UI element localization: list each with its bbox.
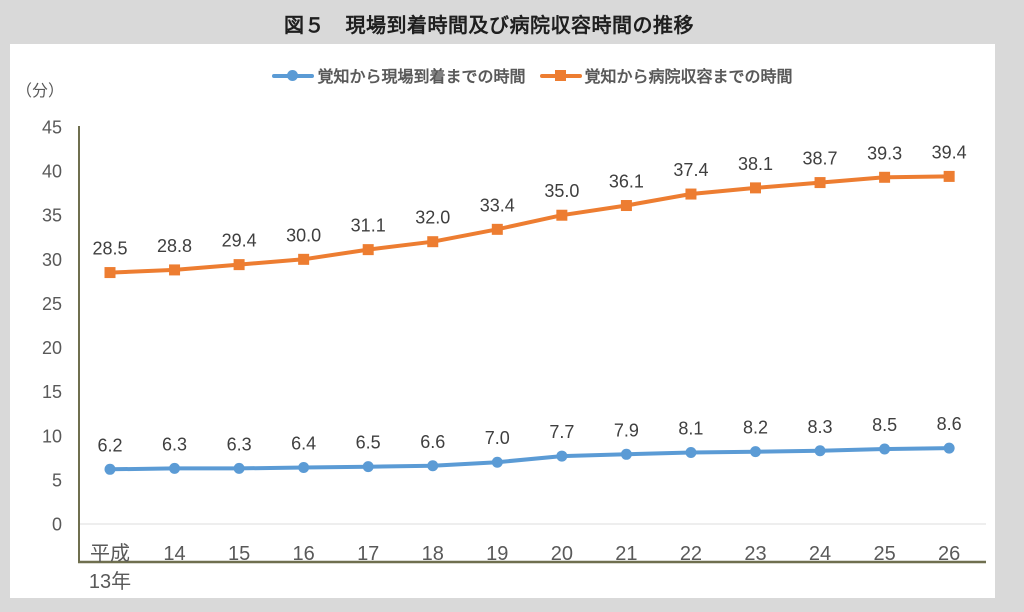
x-tick-label: 18 <box>422 543 444 565</box>
y-tick-label: 30 <box>42 250 62 270</box>
data-label-hospital-admission: 28.5 <box>92 239 127 259</box>
data-point-hospital-admission <box>943 170 955 182</box>
data-label-hospital-admission: 31.1 <box>351 216 386 236</box>
data-label-scene-arrival: 6.6 <box>420 432 445 452</box>
data-label-hospital-admission: 28.8 <box>157 236 192 256</box>
data-label-scene-arrival: 8.6 <box>937 414 962 434</box>
data-point-scene-arrival <box>427 460 439 472</box>
data-label-hospital-admission: 38.7 <box>803 149 838 169</box>
data-label-hospital-admission: 35.0 <box>544 181 579 201</box>
data-point-hospital-admission <box>620 200 632 212</box>
data-label-scene-arrival: 8.2 <box>743 418 768 438</box>
data-point-hospital-admission <box>814 177 826 189</box>
legend-label-hospital-admission: 覚知から病院収容までの時間 <box>584 69 793 86</box>
chart-panel <box>10 44 995 598</box>
data-point-scene-arrival <box>233 462 245 474</box>
data-point-scene-arrival <box>943 442 955 454</box>
data-point-scene-arrival <box>750 446 761 458</box>
data-point-hospital-admission <box>427 236 439 248</box>
data-label-scene-arrival: 6.4 <box>291 434 316 454</box>
figure-title: 図５ 現場到着時間及び病院収容時間の推移 <box>284 15 694 37</box>
data-label-hospital-admission: 38.1 <box>738 154 773 174</box>
data-point-scene-arrival <box>879 443 891 455</box>
y-tick-label: 20 <box>42 338 62 358</box>
x-tick-label: 25 <box>873 543 895 565</box>
data-label-scene-arrival: 6.2 <box>97 435 122 455</box>
legend-item-scene-arrival: 覚知から現場到着までの時間 <box>272 63 526 87</box>
data-point-hospital-admission <box>169 264 181 276</box>
data-label-hospital-admission: 33.4 <box>480 195 515 215</box>
data-label-scene-arrival: 8.1 <box>678 419 703 439</box>
x-tick-label: 15 <box>228 543 250 565</box>
y-tick-label: 45 <box>42 118 62 138</box>
y-axis-unit-label: （分） <box>16 83 65 100</box>
data-point-scene-arrival <box>104 463 116 475</box>
data-point-hospital-admission <box>685 188 697 200</box>
x-tick-label: 14 <box>163 543 185 565</box>
x-tick-label: 平成 <box>90 542 130 565</box>
x-tick-label: 24 <box>809 543 831 565</box>
data-label-hospital-admission: 37.4 <box>673 160 708 180</box>
data-point-scene-arrival <box>169 462 181 474</box>
data-point-hospital-admission <box>233 259 245 271</box>
y-tick-label: 35 <box>42 206 62 226</box>
y-tick-label: 25 <box>42 294 62 314</box>
data-point-hospital-admission <box>879 171 891 183</box>
y-tick-label: 5 <box>52 470 62 490</box>
data-label-hospital-admission: 32.0 <box>415 208 450 228</box>
data-point-scene-arrival <box>362 461 374 473</box>
data-label-scene-arrival: 7.7 <box>549 422 574 442</box>
series-line-hospital-admission <box>108 174 952 275</box>
x-tick-label: 13年 <box>89 570 131 593</box>
x-tick-label: 17 <box>357 543 379 565</box>
x-tick-label: 26 <box>938 543 960 565</box>
y-tick-label: 40 <box>42 162 62 182</box>
data-label-scene-arrival: 6.5 <box>356 433 381 453</box>
data-point-scene-arrival <box>814 445 826 457</box>
legend-circle-marker <box>287 69 299 81</box>
data-point-hospital-admission <box>298 253 310 265</box>
legend-item-hospital-admission: 覚知から病院収容までの時間 <box>539 63 793 87</box>
data-label-hospital-admission: 39.4 <box>932 142 967 162</box>
data-label-scene-arrival: 6.3 <box>227 434 252 454</box>
x-tick-label: 16 <box>293 543 315 565</box>
data-point-hospital-admission <box>750 182 761 194</box>
data-point-hospital-admission <box>362 244 374 256</box>
x-tick-label: 20 <box>551 543 573 565</box>
x-tick-label: 23 <box>744 543 766 565</box>
legend-label-scene-arrival: 覚知から現場到着までの時間 <box>317 69 526 86</box>
series-line-scene-arrival <box>108 446 952 472</box>
data-label-scene-arrival: 8.3 <box>808 417 833 437</box>
x-tick-label: 21 <box>615 543 637 565</box>
data-point-hospital-admission <box>104 267 116 279</box>
data-label-scene-arrival: 6.3 <box>162 434 187 454</box>
x-tick-label: 19 <box>486 543 508 565</box>
data-point-scene-arrival <box>556 450 568 462</box>
data-point-scene-arrival <box>491 456 503 468</box>
data-point-scene-arrival <box>685 447 697 459</box>
data-label-hospital-admission: 29.4 <box>222 231 257 251</box>
data-label-hospital-admission: 36.1 <box>609 172 644 192</box>
y-tick-label: 0 <box>52 515 62 535</box>
data-label-scene-arrival: 7.9 <box>614 420 639 440</box>
legend-line-circle-icon <box>272 69 315 82</box>
data-point-scene-arrival <box>298 462 310 474</box>
data-point-hospital-admission <box>556 209 568 221</box>
chart-legend: 覚知から現場到着までの時間 覚知から病院収容までの時間 <box>79 62 986 88</box>
legend-square-marker <box>554 69 566 81</box>
y-tick-label: 10 <box>42 426 62 446</box>
data-point-scene-arrival <box>620 448 632 460</box>
data-label-hospital-admission: 30.0 <box>286 225 321 245</box>
data-label-scene-arrival: 8.5 <box>872 415 897 435</box>
legend-line-square-icon <box>539 69 582 82</box>
data-point-hospital-admission <box>491 223 503 235</box>
x-tick-label: 22 <box>680 543 702 565</box>
y-tick-label: 15 <box>42 382 62 402</box>
data-label-scene-arrival: 7.0 <box>485 428 510 448</box>
data-label-hospital-admission: 39.3 <box>867 143 902 163</box>
